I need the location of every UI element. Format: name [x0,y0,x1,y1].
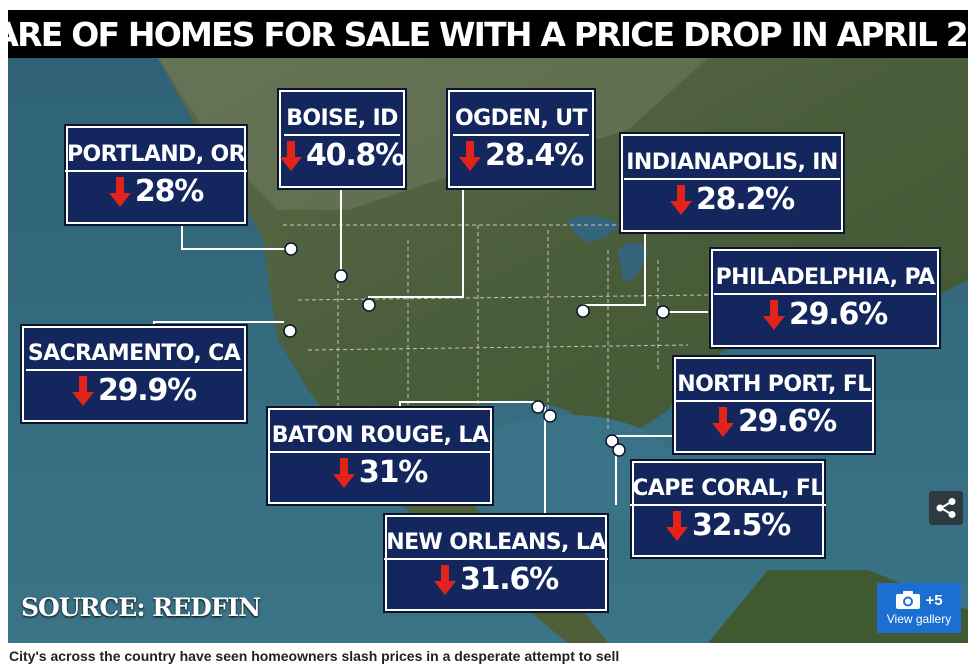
callout-new-orleans: NEW ORLEANS, LA 31.6% [384,515,608,611]
gallery-count-row: +5 [895,590,943,610]
image-caption: City's across the country have seen home… [9,648,620,664]
city-name: BATON ROUGE, LA [269,423,491,453]
gallery-count: +5 [925,591,943,609]
city-name: PHILADELPHIA, PA [713,265,937,295]
city-name: INDIANAPOLIS, IN [624,150,840,180]
down-arrow-icon [458,140,481,171]
city-name: PORTLAND, OR [65,142,247,172]
city-name: BOISE, ID [284,106,400,136]
map-image: SHARE OF HOMES FOR SALE WITH A PRICE DRO… [8,10,968,643]
down-arrow-icon [762,299,785,330]
price-drop-value: 28.2% [695,181,795,217]
down-arrow-icon [665,510,688,541]
down-arrow-icon [332,457,355,488]
price-drop-value: 40.8% [305,137,405,173]
share-icon [936,498,956,518]
price-drop-value: 32.5% [691,507,791,543]
city-name: CAPE CORAL, FL [630,476,826,506]
callout-north-port: NORTH PORT, FL 29.6% [674,357,874,453]
price-drop-value: 31.6% [459,561,559,597]
price-drop-value: 28% [134,173,204,209]
view-gallery-button[interactable]: +5 View gallery [877,583,961,633]
callout-portland: PORTLAND, OR 28% [65,126,247,224]
callout-boise: BOISE, ID 40.8% [279,90,405,188]
city-name: SACRAMENTO, CA [25,341,243,371]
camera-icon [896,591,921,609]
down-arrow-icon [433,564,456,595]
down-arrow-icon [71,375,94,406]
callout-baton-rouge: BATON ROUGE, LA 31% [268,408,492,504]
down-arrow-icon [669,184,692,215]
share-button[interactable] [929,491,963,525]
callout-ogden: OGDEN, UT 28.4% [448,90,594,188]
gallery-label: View gallery [886,612,952,626]
callout-cape-coral: CAPE CORAL, FL 32.5% [630,461,826,557]
callout-philadelphia: PHILADELPHIA, PA 29.6% [711,249,939,347]
source-label: SOURCE: REDFIN [21,593,261,622]
down-arrow-icon [711,406,734,437]
map-title: SHARE OF HOMES FOR SALE WITH A PRICE DRO… [8,10,968,58]
down-arrow-icon [108,176,131,207]
down-arrow-icon [279,140,302,171]
city-name: OGDEN, UT [453,106,589,136]
city-name: NEW ORLEANS, LA [384,530,608,560]
city-name: NORTH PORT, FL [675,372,873,402]
callout-sacramento: SACRAMENTO, CA 29.9% [22,326,246,422]
price-drop-value: 28.4% [484,137,584,173]
price-drop-value: 29.6% [788,296,888,332]
price-drop-value: 29.6% [737,403,837,439]
price-drop-value: 31% [358,454,428,490]
price-drop-value: 29.9% [97,372,197,408]
callout-indianapolis: INDIANAPOLIS, IN 28.2% [621,134,843,232]
